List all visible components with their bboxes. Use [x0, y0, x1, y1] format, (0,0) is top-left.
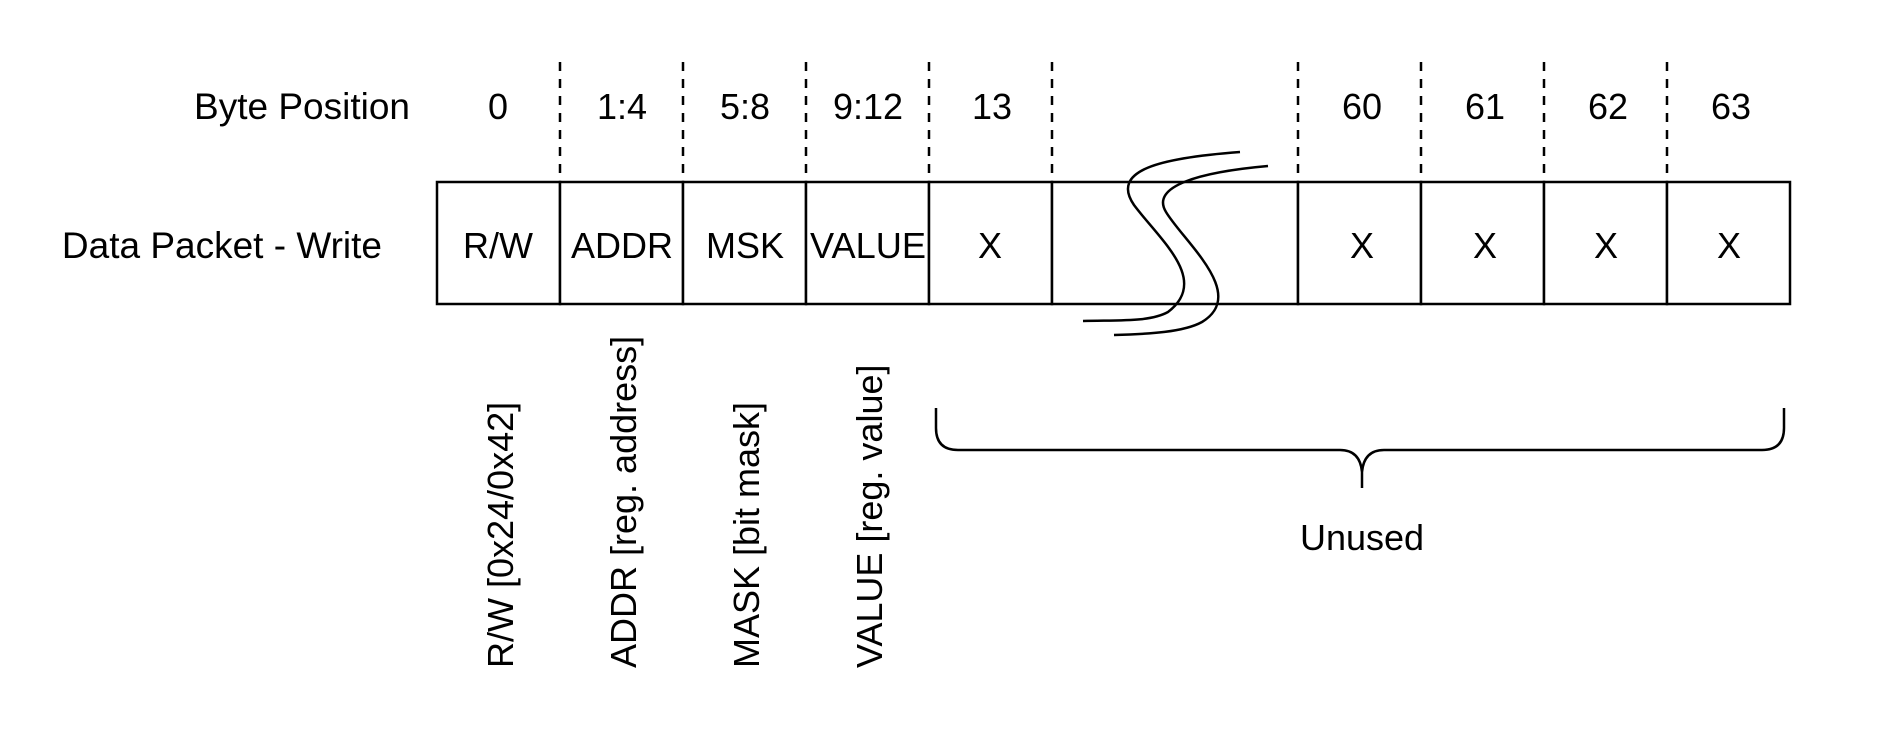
cell-label-61: X [1473, 225, 1497, 266]
field-descriptions: R/W [0x24/0x42] ADDR [reg. address] MASK… [480, 336, 890, 668]
unused-label: Unused [1300, 517, 1424, 558]
cell-label-13: X [978, 225, 1002, 266]
packet-cell-61 [1419, 180, 1546, 306]
cell-label-62: X [1594, 225, 1618, 266]
packet-cell-labels: R/W ADDR MSK VALUE X X X X X [463, 225, 1741, 266]
break-mark [1082, 150, 1269, 337]
packet-cell-9-12 [804, 180, 931, 306]
packet-cell-63 [1665, 180, 1792, 306]
cell-label-63: X [1717, 225, 1741, 266]
packet-cell-13 [927, 180, 1054, 306]
byte-position-numbers: 0 1:4 5:8 9:12 13 60 61 62 63 [488, 86, 1751, 127]
byte-position-13: 13 [972, 86, 1012, 127]
packet-cell-62 [1542, 180, 1669, 306]
byte-position-9-12: 9:12 [833, 86, 903, 127]
cell-label-rw: R/W [463, 225, 533, 266]
unused-brace [934, 408, 1786, 488]
byte-position-62: 62 [1588, 86, 1628, 127]
byte-boundary-guides [558, 62, 1669, 182]
packet-cell-0 [435, 180, 562, 306]
cell-label-msk: MSK [706, 225, 784, 266]
field-description-mask: MASK [bit mask] [726, 402, 767, 668]
field-description-rw: R/W [0x24/0x42] [480, 402, 521, 668]
byte-position-5-8: 5:8 [720, 86, 770, 127]
byte-position-1-4: 1:4 [597, 86, 647, 127]
packet-cell-ellipsis [1050, 180, 1300, 306]
field-description-value: VALUE [reg. value] [849, 365, 890, 669]
cell-label-addr: ADDR [571, 225, 673, 266]
field-description-addr: ADDR [reg. address] [603, 336, 644, 668]
cell-label-60: X [1350, 225, 1374, 266]
data-packet-label: Data Packet - Write [62, 225, 382, 266]
cell-label-value: VALUE [810, 225, 926, 266]
packet-cells [435, 180, 1792, 306]
byte-position-0: 0 [488, 86, 508, 127]
byte-position-60: 60 [1342, 86, 1382, 127]
byte-position-label: Byte Position [194, 86, 410, 127]
byte-position-63: 63 [1711, 86, 1751, 127]
packet-cell-60 [1296, 180, 1423, 306]
byte-position-61: 61 [1465, 86, 1505, 127]
